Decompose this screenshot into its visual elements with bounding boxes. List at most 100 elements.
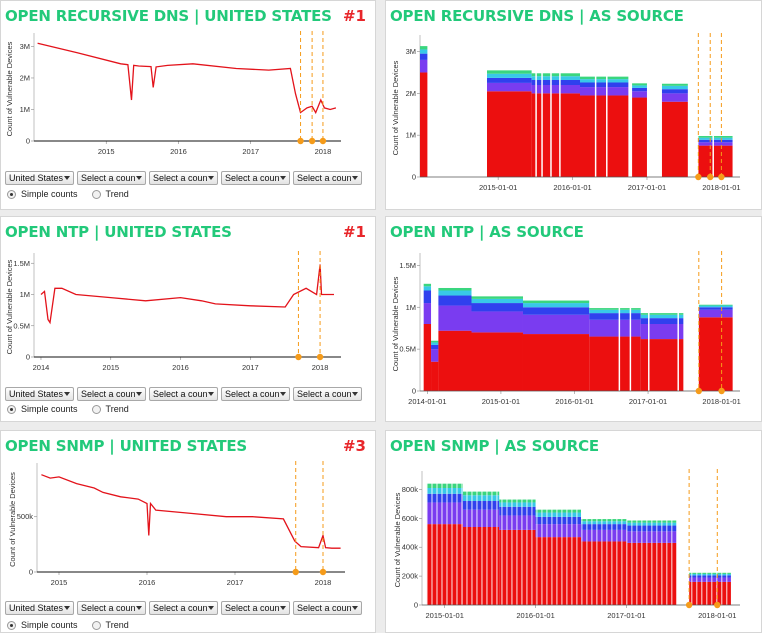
country-select-primary[interactable]: United States	[5, 171, 74, 185]
event-marker-dot[interactable]	[695, 173, 702, 181]
stack-band	[438, 305, 472, 331]
radio-simple[interactable]	[7, 620, 16, 630]
series-line	[40, 264, 334, 325]
radio-trend[interactable]	[91, 620, 101, 630]
radio-trend[interactable]	[91, 404, 101, 414]
y-axis-label: Count of Vulnerable Devices	[5, 41, 14, 136]
data-gap	[550, 35, 552, 177]
x-tick-label: 2018-01-01	[702, 397, 740, 406]
event-marker-dot[interactable]	[695, 387, 703, 395]
country-select-compare[interactable]: Select a coun	[293, 601, 362, 615]
bar-separator	[576, 473, 578, 605]
bar-separator	[646, 473, 648, 605]
country-select-compare[interactable]: Select a coun	[293, 171, 362, 185]
bar-separator	[696, 473, 698, 605]
country-select-compare[interactable]: Select a coun	[149, 387, 218, 401]
bar-separator	[606, 473, 608, 605]
panel-snmp-as: OPEN SNMP | AS SOURCE Count of Vulnerabl…	[385, 430, 762, 633]
bar-separator	[691, 473, 693, 605]
stack-band	[499, 506, 536, 516]
stack-band	[420, 46, 428, 50]
event-marker-dot[interactable]	[718, 387, 725, 395]
stack-band	[431, 340, 439, 343]
country-select-compare[interactable]: Select a coun	[149, 601, 218, 615]
country-select-compare[interactable]: Select a coun	[77, 171, 146, 185]
stack-band	[486, 82, 532, 92]
y-tick-label: 400k	[402, 543, 419, 552]
x-tick-label: 2016	[170, 147, 187, 156]
stack-band	[486, 91, 532, 177]
country-select-compare[interactable]: Select a coun	[293, 387, 362, 401]
data-gap	[629, 253, 632, 391]
stack-band	[689, 581, 731, 605]
x-tick-label: 2017-01-01	[629, 397, 667, 406]
stack-band	[589, 309, 641, 314]
bar-separator	[621, 473, 623, 605]
country-select-compare[interactable]: Select a coun	[221, 601, 290, 615]
bar-separator	[601, 473, 603, 605]
event-marker-dot[interactable]	[714, 601, 721, 609]
stack-band	[423, 303, 432, 324]
event-marker-dot[interactable]	[685, 601, 693, 609]
radio-simple[interactable]	[7, 404, 16, 414]
event-marker-dot[interactable]	[707, 173, 714, 181]
stack-band	[423, 283, 432, 287]
bar-separator	[701, 473, 703, 605]
country-select-compare[interactable]: Select a coun	[77, 387, 146, 401]
event-marker-dot[interactable]	[295, 353, 302, 361]
stack-band	[661, 89, 688, 94]
x-tick-label: 2017	[227, 578, 244, 587]
radio-label-simple: Simple counts	[21, 404, 78, 414]
stack-band	[431, 342, 439, 345]
stack-band	[581, 541, 627, 605]
y-tick-label: 1.5M	[399, 261, 416, 270]
y-tick-label: 2M	[20, 73, 30, 82]
stack-band	[426, 488, 463, 494]
country-select-compare[interactable]: Select a coun	[221, 171, 290, 185]
select-value: United States	[9, 173, 64, 183]
bar-separator	[731, 473, 733, 605]
chart-snmp-as: Count of Vulnerable Devices 0 200k 400k 600k…	[393, 469, 740, 620]
radio-label-simple: Simple counts	[21, 189, 78, 199]
country-select-compare[interactable]: Select a coun	[77, 601, 146, 615]
y-tick-label: 0	[412, 387, 416, 396]
event-marker-dot[interactable]	[292, 568, 299, 576]
stack-band	[535, 516, 581, 525]
radio-trend[interactable]	[91, 189, 101, 199]
stack-band	[486, 70, 532, 74]
stack-band	[462, 527, 500, 605]
bar-separator	[636, 473, 638, 605]
stack-band	[580, 95, 629, 177]
stack-band	[580, 82, 629, 88]
event-marker-dot[interactable]	[316, 353, 324, 361]
bar-separator	[501, 473, 503, 605]
bar-separator	[711, 473, 713, 605]
stack-band	[471, 332, 523, 391]
x-tick-label: 2017-01-01	[628, 183, 666, 192]
stack-band	[522, 314, 590, 335]
country-select-compare[interactable]: Select a coun	[221, 387, 290, 401]
x-tick-label: 2018	[315, 147, 332, 156]
country-select-primary[interactable]: United States	[5, 601, 74, 615]
y-axis-label: Count of Vulnerable Devices	[391, 276, 400, 371]
country-select-primary[interactable]: United States	[5, 387, 74, 401]
stack-band	[640, 313, 700, 315]
event-marker-dot[interactable]	[297, 137, 304, 145]
bar-separator	[521, 473, 523, 605]
dropdown-arrow-icon	[136, 176, 142, 180]
stack-band	[580, 87, 629, 96]
event-marker-dot[interactable]	[319, 137, 327, 145]
country-selectors: United States Select a coun Select a coun S…	[5, 171, 362, 185]
y-tick-label: 0	[412, 173, 416, 182]
country-select-compare[interactable]: Select a coun	[149, 171, 218, 185]
event-marker-dot[interactable]	[308, 137, 316, 145]
x-tick-label: 2016-01-01	[553, 183, 591, 192]
x-tick-label: 2018-01-01	[698, 611, 736, 620]
chart-ntp-us: Count of Vulnerable Devices 0 0.5M 1M 1.5M 20…	[5, 251, 341, 372]
event-marker-dot[interactable]	[319, 568, 327, 576]
event-marker-dot[interactable]	[718, 173, 725, 181]
stack-band	[689, 573, 731, 576]
data-gap	[427, 35, 487, 177]
stack-band	[589, 336, 641, 391]
radio-simple[interactable]	[7, 189, 16, 199]
